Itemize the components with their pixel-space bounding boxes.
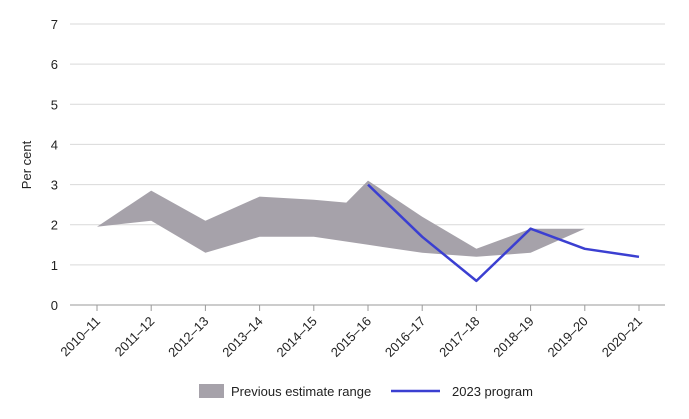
y-tick-label: 4: [51, 137, 58, 152]
legend-swatch-range: [199, 384, 224, 398]
y-tick-label: 5: [51, 97, 58, 112]
x-tick-label: 2015–16: [328, 314, 374, 360]
y-tick-label: 1: [51, 258, 58, 273]
legend-label-line: 2023 program: [452, 384, 533, 399]
axes: [70, 305, 665, 311]
y-tick-label: 7: [51, 17, 58, 32]
y-tick-labels: 0 1 2 3 4 5 6 7: [51, 17, 58, 313]
y-tick-label: 0: [51, 298, 58, 313]
x-tick-label: 2019–20: [545, 314, 591, 360]
x-tick-label: 2012–13: [165, 314, 211, 360]
x-tick-label: 2017–18: [436, 314, 482, 360]
y-tick-label: 2: [51, 218, 58, 233]
y-tick-label: 3: [51, 178, 58, 193]
x-tick-label: 2013–14: [219, 314, 265, 360]
legend: Previous estimate range 2023 program: [199, 384, 533, 399]
x-tick-label: 2016–17: [382, 314, 428, 360]
x-tick-label: 2011–12: [112, 314, 158, 360]
x-tick-label: 2010–11: [57, 314, 103, 360]
x-tick-label: 2020–21: [599, 314, 645, 360]
x-tick-label: 2018–19: [490, 314, 536, 360]
y-axis-label: Per cent: [19, 140, 34, 189]
x-tick-label: 2014–15: [274, 314, 320, 360]
legend-label-range: Previous estimate range: [231, 384, 371, 399]
y-tick-label: 6: [51, 57, 58, 72]
